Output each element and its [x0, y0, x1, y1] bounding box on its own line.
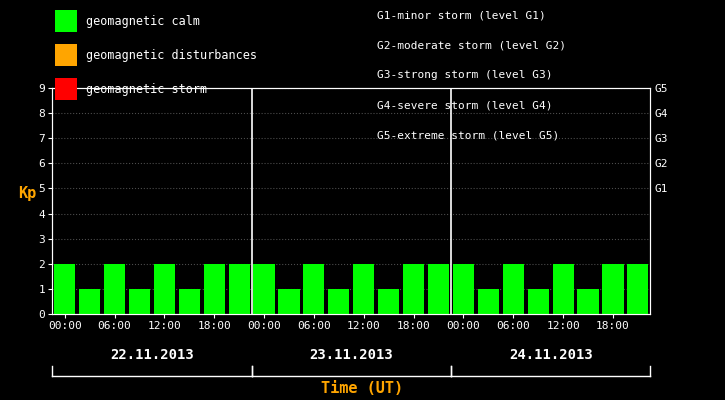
Bar — [228, 264, 249, 314]
Text: 23.11.2013: 23.11.2013 — [310, 348, 393, 362]
Bar — [129, 289, 150, 314]
Text: geomagnetic calm: geomagnetic calm — [86, 14, 199, 28]
Text: G2-moderate storm (level G2): G2-moderate storm (level G2) — [377, 40, 566, 50]
Text: 22.11.2013: 22.11.2013 — [110, 348, 194, 362]
Bar — [328, 289, 349, 314]
Bar — [428, 264, 449, 314]
Text: G5-extreme storm (level G5): G5-extreme storm (level G5) — [377, 130, 559, 140]
Bar — [79, 289, 100, 314]
Bar — [502, 264, 524, 314]
Text: 24.11.2013: 24.11.2013 — [509, 348, 592, 362]
Bar — [278, 289, 299, 314]
Bar — [453, 264, 474, 314]
Bar — [254, 264, 275, 314]
Bar — [54, 264, 75, 314]
Bar — [378, 289, 399, 314]
Bar — [577, 289, 599, 314]
Bar — [478, 289, 499, 314]
Bar — [627, 264, 648, 314]
Text: G1-minor storm (level G1): G1-minor storm (level G1) — [377, 10, 546, 20]
Bar — [204, 264, 225, 314]
Bar — [178, 289, 200, 314]
Text: geomagnetic storm: geomagnetic storm — [86, 82, 207, 96]
Bar — [154, 264, 175, 314]
Bar — [353, 264, 374, 314]
Text: geomagnetic disturbances: geomagnetic disturbances — [86, 48, 257, 62]
Bar — [552, 264, 573, 314]
Bar — [528, 289, 549, 314]
Y-axis label: Kp: Kp — [18, 186, 36, 201]
Text: G3-strong storm (level G3): G3-strong storm (level G3) — [377, 70, 552, 80]
Bar — [602, 264, 624, 314]
Text: G4-severe storm (level G4): G4-severe storm (level G4) — [377, 100, 552, 110]
Bar — [403, 264, 424, 314]
Text: Time (UT): Time (UT) — [321, 381, 404, 396]
Bar — [104, 264, 125, 314]
Bar — [303, 264, 325, 314]
